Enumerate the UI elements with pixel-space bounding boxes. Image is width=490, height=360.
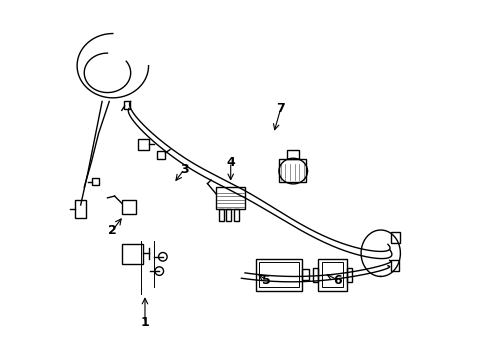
Text: 5: 5 xyxy=(262,274,271,287)
Bar xyxy=(392,260,399,271)
Bar xyxy=(122,200,136,214)
Text: 7: 7 xyxy=(276,102,285,115)
Bar xyxy=(75,200,86,217)
Text: 2: 2 xyxy=(108,224,117,237)
Bar xyxy=(392,232,400,243)
Bar xyxy=(256,258,302,291)
Bar xyxy=(138,139,148,150)
Bar xyxy=(259,262,298,287)
Bar xyxy=(226,208,231,221)
Bar xyxy=(234,208,239,221)
Text: 4: 4 xyxy=(226,156,235,168)
Bar xyxy=(279,158,306,182)
Bar xyxy=(122,244,143,264)
Bar xyxy=(92,178,99,185)
Bar xyxy=(124,101,130,109)
Bar xyxy=(302,269,309,280)
Bar xyxy=(157,151,165,159)
Bar xyxy=(287,150,299,158)
Text: 3: 3 xyxy=(180,163,189,176)
Bar xyxy=(220,208,224,221)
Text: 6: 6 xyxy=(334,274,342,287)
Bar xyxy=(217,187,245,208)
Bar xyxy=(322,262,343,287)
Bar xyxy=(347,267,352,282)
Bar xyxy=(318,258,347,291)
Bar xyxy=(313,267,318,282)
Text: 1: 1 xyxy=(141,316,149,329)
